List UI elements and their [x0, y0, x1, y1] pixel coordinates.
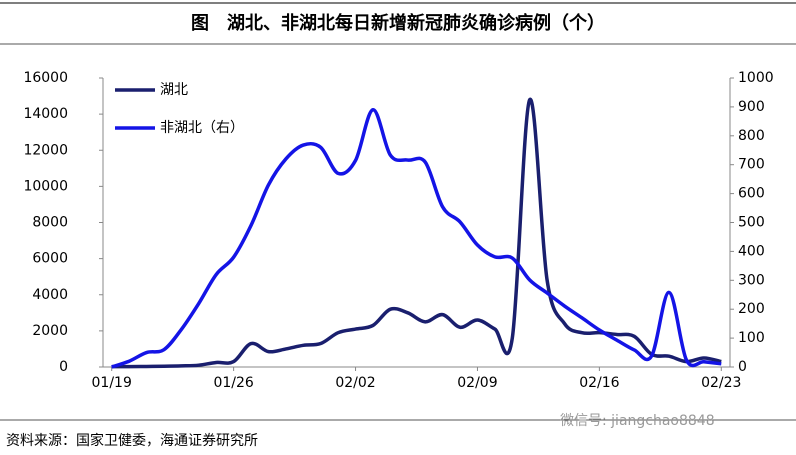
- y-tick-label: 10000: [23, 178, 68, 194]
- y2-tick-label: 600: [738, 186, 765, 202]
- y-tick-label: 14000: [23, 106, 68, 122]
- series-line: [111, 97, 722, 369]
- y-tick-label: 12000: [23, 142, 68, 158]
- x-tick-label: 02/09: [457, 375, 497, 391]
- x-tick-label: 02/02: [335, 375, 375, 391]
- legend-label: 非湖北（右）: [160, 120, 244, 136]
- y2-tick-label: 300: [738, 272, 765, 288]
- x-tick-label: 01/19: [92, 375, 132, 391]
- x-tick-label: 01/26: [213, 375, 253, 391]
- y-tick-label: 2000: [32, 323, 68, 339]
- y-tick-label: 4000: [32, 287, 68, 303]
- series-line: [111, 108, 722, 369]
- y2-tick-label: 1000: [738, 70, 774, 86]
- x-tick-label: 02/16: [579, 375, 619, 391]
- x-tick-label: 02/23: [701, 375, 741, 391]
- y-tick-label: 0: [59, 359, 68, 375]
- chart-title: 图 湖北、非湖北每日新增新冠肺炎确诊病例（个）: [191, 12, 605, 34]
- y2-tick-label: 100: [738, 330, 765, 346]
- y-tick-label: 16000: [23, 70, 68, 86]
- y2-tick-label: 0: [738, 359, 747, 375]
- y2-tick-label: 500: [738, 215, 765, 231]
- y-tick-label: 8000: [32, 215, 68, 231]
- y-tick-label: 6000: [32, 251, 68, 267]
- y2-tick-label: 800: [738, 128, 765, 144]
- source-note: 资料来源：国家卫健委，海通证券研究所: [6, 432, 258, 449]
- watermark: 微信号: jiangchao8848: [560, 413, 715, 429]
- y2-tick-label: 400: [738, 243, 765, 259]
- y2-tick-label: 900: [738, 99, 765, 115]
- y2-tick-label: 700: [738, 157, 765, 173]
- legend-label: 湖北: [160, 82, 188, 98]
- y2-tick-label: 200: [738, 301, 765, 317]
